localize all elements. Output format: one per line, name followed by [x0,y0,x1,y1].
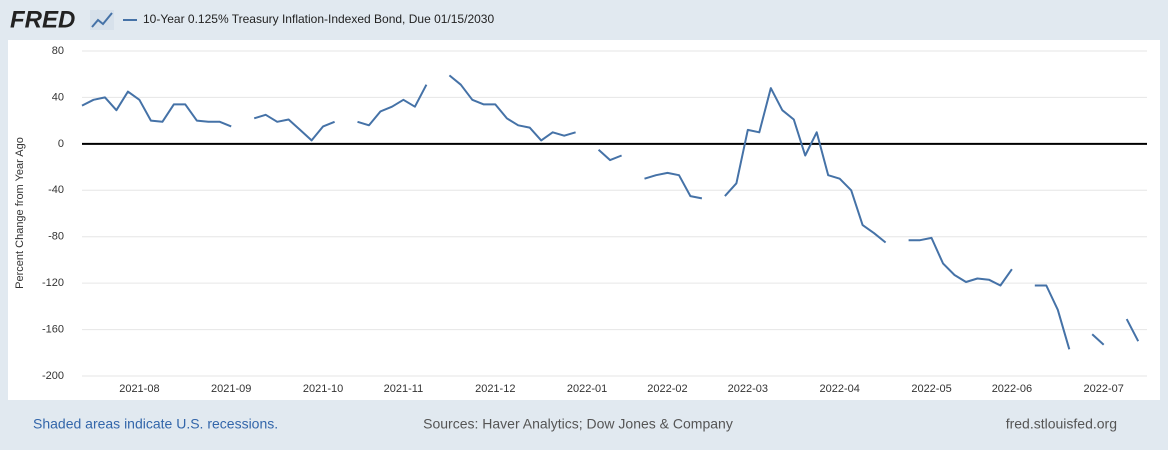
x-tick-label: 2021-11 [384,383,424,395]
x-tick-label: 2022-02 [647,383,687,395]
x-tick-label: 2022-04 [819,383,859,395]
legend-label: 10-Year 0.125% Treasury Inflation-Indexe… [143,12,494,26]
y-tick-label: 0 [58,138,64,150]
y-tick-label: -200 [42,370,64,382]
y-tick-label: 80 [52,45,64,57]
logo-icon [90,10,114,30]
y-tick-label: -120 [42,277,64,289]
x-tick-label: 2021-12 [475,383,515,395]
site-link[interactable]: fred.stlouisfed.org [1006,416,1117,432]
y-tick-label: -80 [48,231,64,243]
y-tick-label: -160 [42,323,64,335]
y-tick-label: -40 [48,184,64,196]
sources: Sources: Haver Analytics; Dow Jones & Co… [423,416,733,432]
x-tick-label: 2021-10 [303,383,343,395]
x-tick-label: 2021-09 [211,383,251,395]
x-tick-label: 2022-06 [992,383,1032,395]
x-tick-label: 2022-01 [567,383,607,395]
recession-note[interactable]: Shaded areas indicate U.S. recessions. [33,416,278,432]
x-tick-label: 2021-08 [119,383,159,395]
x-tick-label: 2022-07 [1084,383,1124,395]
x-tick-label: 2022-03 [728,383,768,395]
plot-panel [8,40,1160,400]
y-tick-label: 40 [52,91,64,103]
series-line [81,74,1140,350]
x-tick-label: 2022-05 [911,383,951,395]
brand-logo[interactable]: FRED [10,6,75,33]
y-axis-label: Percent Change from Year Ago [14,137,26,289]
